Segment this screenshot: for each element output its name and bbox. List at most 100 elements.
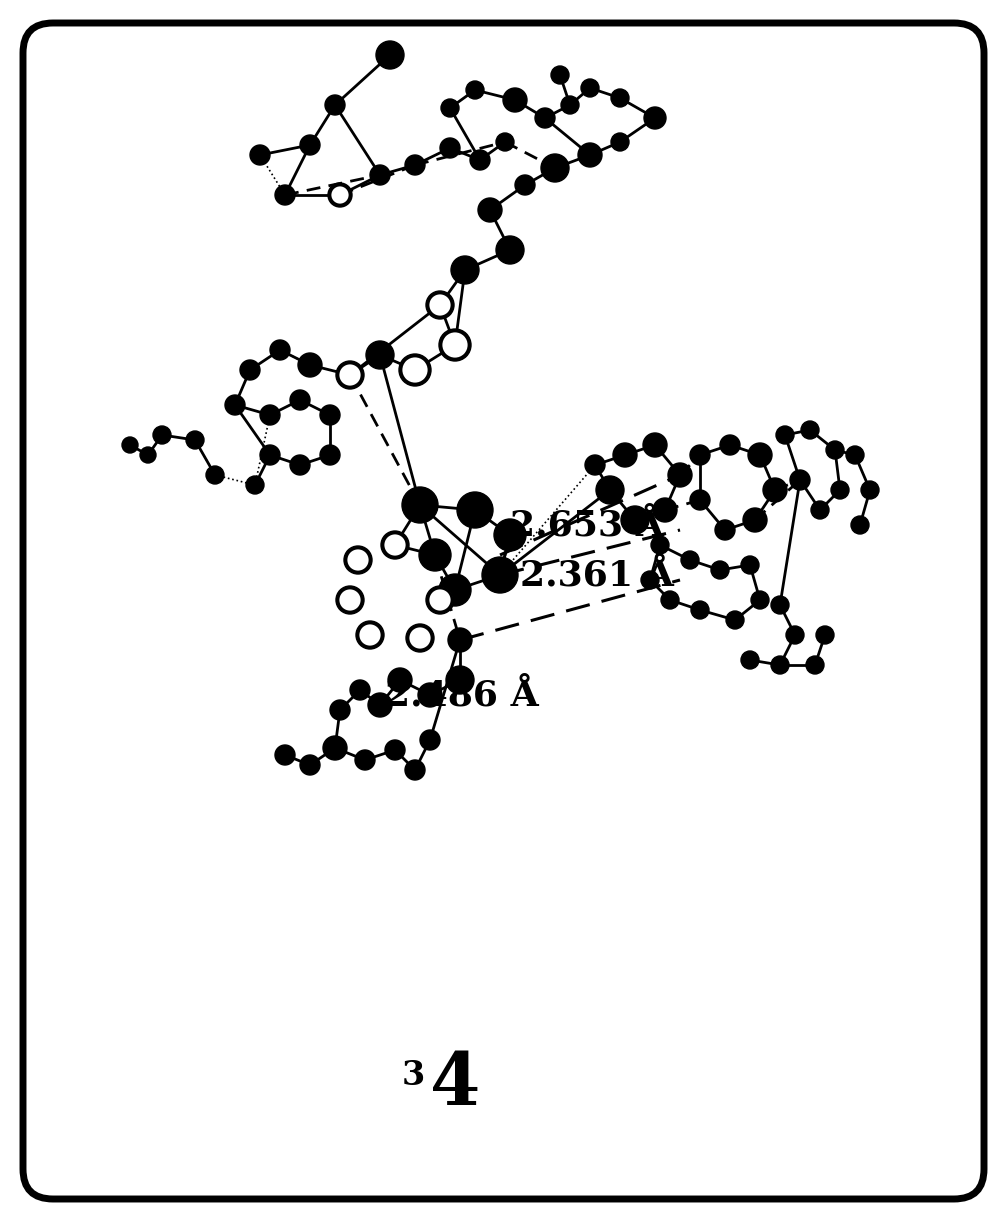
- Circle shape: [346, 547, 370, 572]
- Circle shape: [418, 683, 442, 708]
- Circle shape: [771, 596, 789, 613]
- Circle shape: [651, 536, 669, 554]
- Circle shape: [260, 404, 280, 425]
- Circle shape: [726, 611, 744, 629]
- Text: 3: 3: [402, 1059, 425, 1092]
- Circle shape: [504, 88, 527, 112]
- Circle shape: [690, 490, 710, 510]
- Circle shape: [643, 433, 667, 457]
- Circle shape: [715, 521, 735, 540]
- Circle shape: [368, 693, 392, 717]
- Circle shape: [320, 445, 340, 466]
- Circle shape: [613, 444, 637, 467]
- Circle shape: [846, 446, 864, 464]
- Circle shape: [323, 736, 347, 760]
- Circle shape: [206, 466, 224, 484]
- Circle shape: [446, 666, 474, 694]
- Circle shape: [419, 539, 451, 571]
- Text: 2.361 Å: 2.361 Å: [520, 558, 674, 591]
- Circle shape: [451, 255, 479, 284]
- Circle shape: [140, 447, 156, 463]
- Circle shape: [611, 89, 629, 108]
- Circle shape: [426, 587, 454, 613]
- Circle shape: [370, 165, 390, 185]
- Circle shape: [439, 574, 471, 606]
- Circle shape: [356, 621, 384, 649]
- Circle shape: [325, 95, 345, 115]
- Circle shape: [741, 651, 759, 668]
- Circle shape: [298, 353, 322, 378]
- Circle shape: [448, 628, 472, 653]
- Circle shape: [383, 533, 407, 557]
- Circle shape: [406, 624, 434, 653]
- Circle shape: [426, 291, 454, 319]
- Circle shape: [240, 360, 260, 380]
- Circle shape: [831, 481, 849, 499]
- Circle shape: [644, 108, 666, 130]
- Circle shape: [470, 150, 490, 170]
- Circle shape: [457, 492, 493, 528]
- Circle shape: [441, 99, 459, 117]
- Circle shape: [561, 97, 579, 114]
- Circle shape: [336, 587, 364, 613]
- Circle shape: [405, 760, 425, 780]
- Circle shape: [355, 750, 375, 770]
- Circle shape: [743, 508, 767, 532]
- Circle shape: [681, 551, 699, 569]
- Circle shape: [420, 730, 440, 750]
- Circle shape: [668, 463, 692, 488]
- Circle shape: [585, 455, 605, 475]
- Circle shape: [611, 133, 629, 152]
- Circle shape: [358, 623, 382, 646]
- Circle shape: [440, 138, 460, 158]
- Circle shape: [350, 679, 370, 700]
- Circle shape: [806, 656, 824, 675]
- Circle shape: [711, 561, 729, 579]
- FancyBboxPatch shape: [23, 23, 984, 1199]
- Circle shape: [376, 42, 404, 68]
- Circle shape: [690, 445, 710, 466]
- Circle shape: [300, 755, 320, 775]
- Circle shape: [641, 571, 659, 589]
- Circle shape: [661, 591, 679, 609]
- Circle shape: [786, 626, 804, 644]
- Circle shape: [826, 441, 844, 459]
- Circle shape: [776, 426, 794, 444]
- Circle shape: [748, 444, 772, 467]
- Circle shape: [816, 626, 834, 644]
- Circle shape: [578, 143, 602, 167]
- Circle shape: [801, 422, 819, 439]
- Circle shape: [811, 501, 829, 519]
- Circle shape: [408, 626, 432, 650]
- Circle shape: [330, 185, 350, 205]
- Circle shape: [122, 437, 138, 453]
- Circle shape: [751, 591, 769, 609]
- Circle shape: [763, 478, 787, 502]
- Circle shape: [275, 185, 295, 205]
- Circle shape: [496, 133, 514, 152]
- Circle shape: [441, 331, 469, 359]
- Circle shape: [596, 477, 624, 503]
- Circle shape: [275, 745, 295, 765]
- Circle shape: [541, 154, 569, 182]
- Circle shape: [551, 66, 569, 84]
- Circle shape: [330, 700, 350, 720]
- Circle shape: [320, 404, 340, 425]
- Circle shape: [482, 557, 518, 593]
- Circle shape: [246, 477, 264, 494]
- Circle shape: [153, 426, 171, 444]
- Circle shape: [338, 363, 362, 387]
- Circle shape: [466, 81, 484, 99]
- Circle shape: [260, 445, 280, 466]
- Circle shape: [653, 499, 677, 522]
- Circle shape: [405, 155, 425, 175]
- Circle shape: [381, 532, 409, 558]
- Circle shape: [270, 340, 290, 360]
- Text: 2.486 Å: 2.486 Å: [385, 678, 539, 712]
- Circle shape: [621, 506, 649, 534]
- Circle shape: [402, 488, 438, 523]
- Circle shape: [385, 741, 405, 760]
- Circle shape: [300, 134, 320, 155]
- Circle shape: [515, 175, 535, 196]
- Circle shape: [790, 470, 810, 490]
